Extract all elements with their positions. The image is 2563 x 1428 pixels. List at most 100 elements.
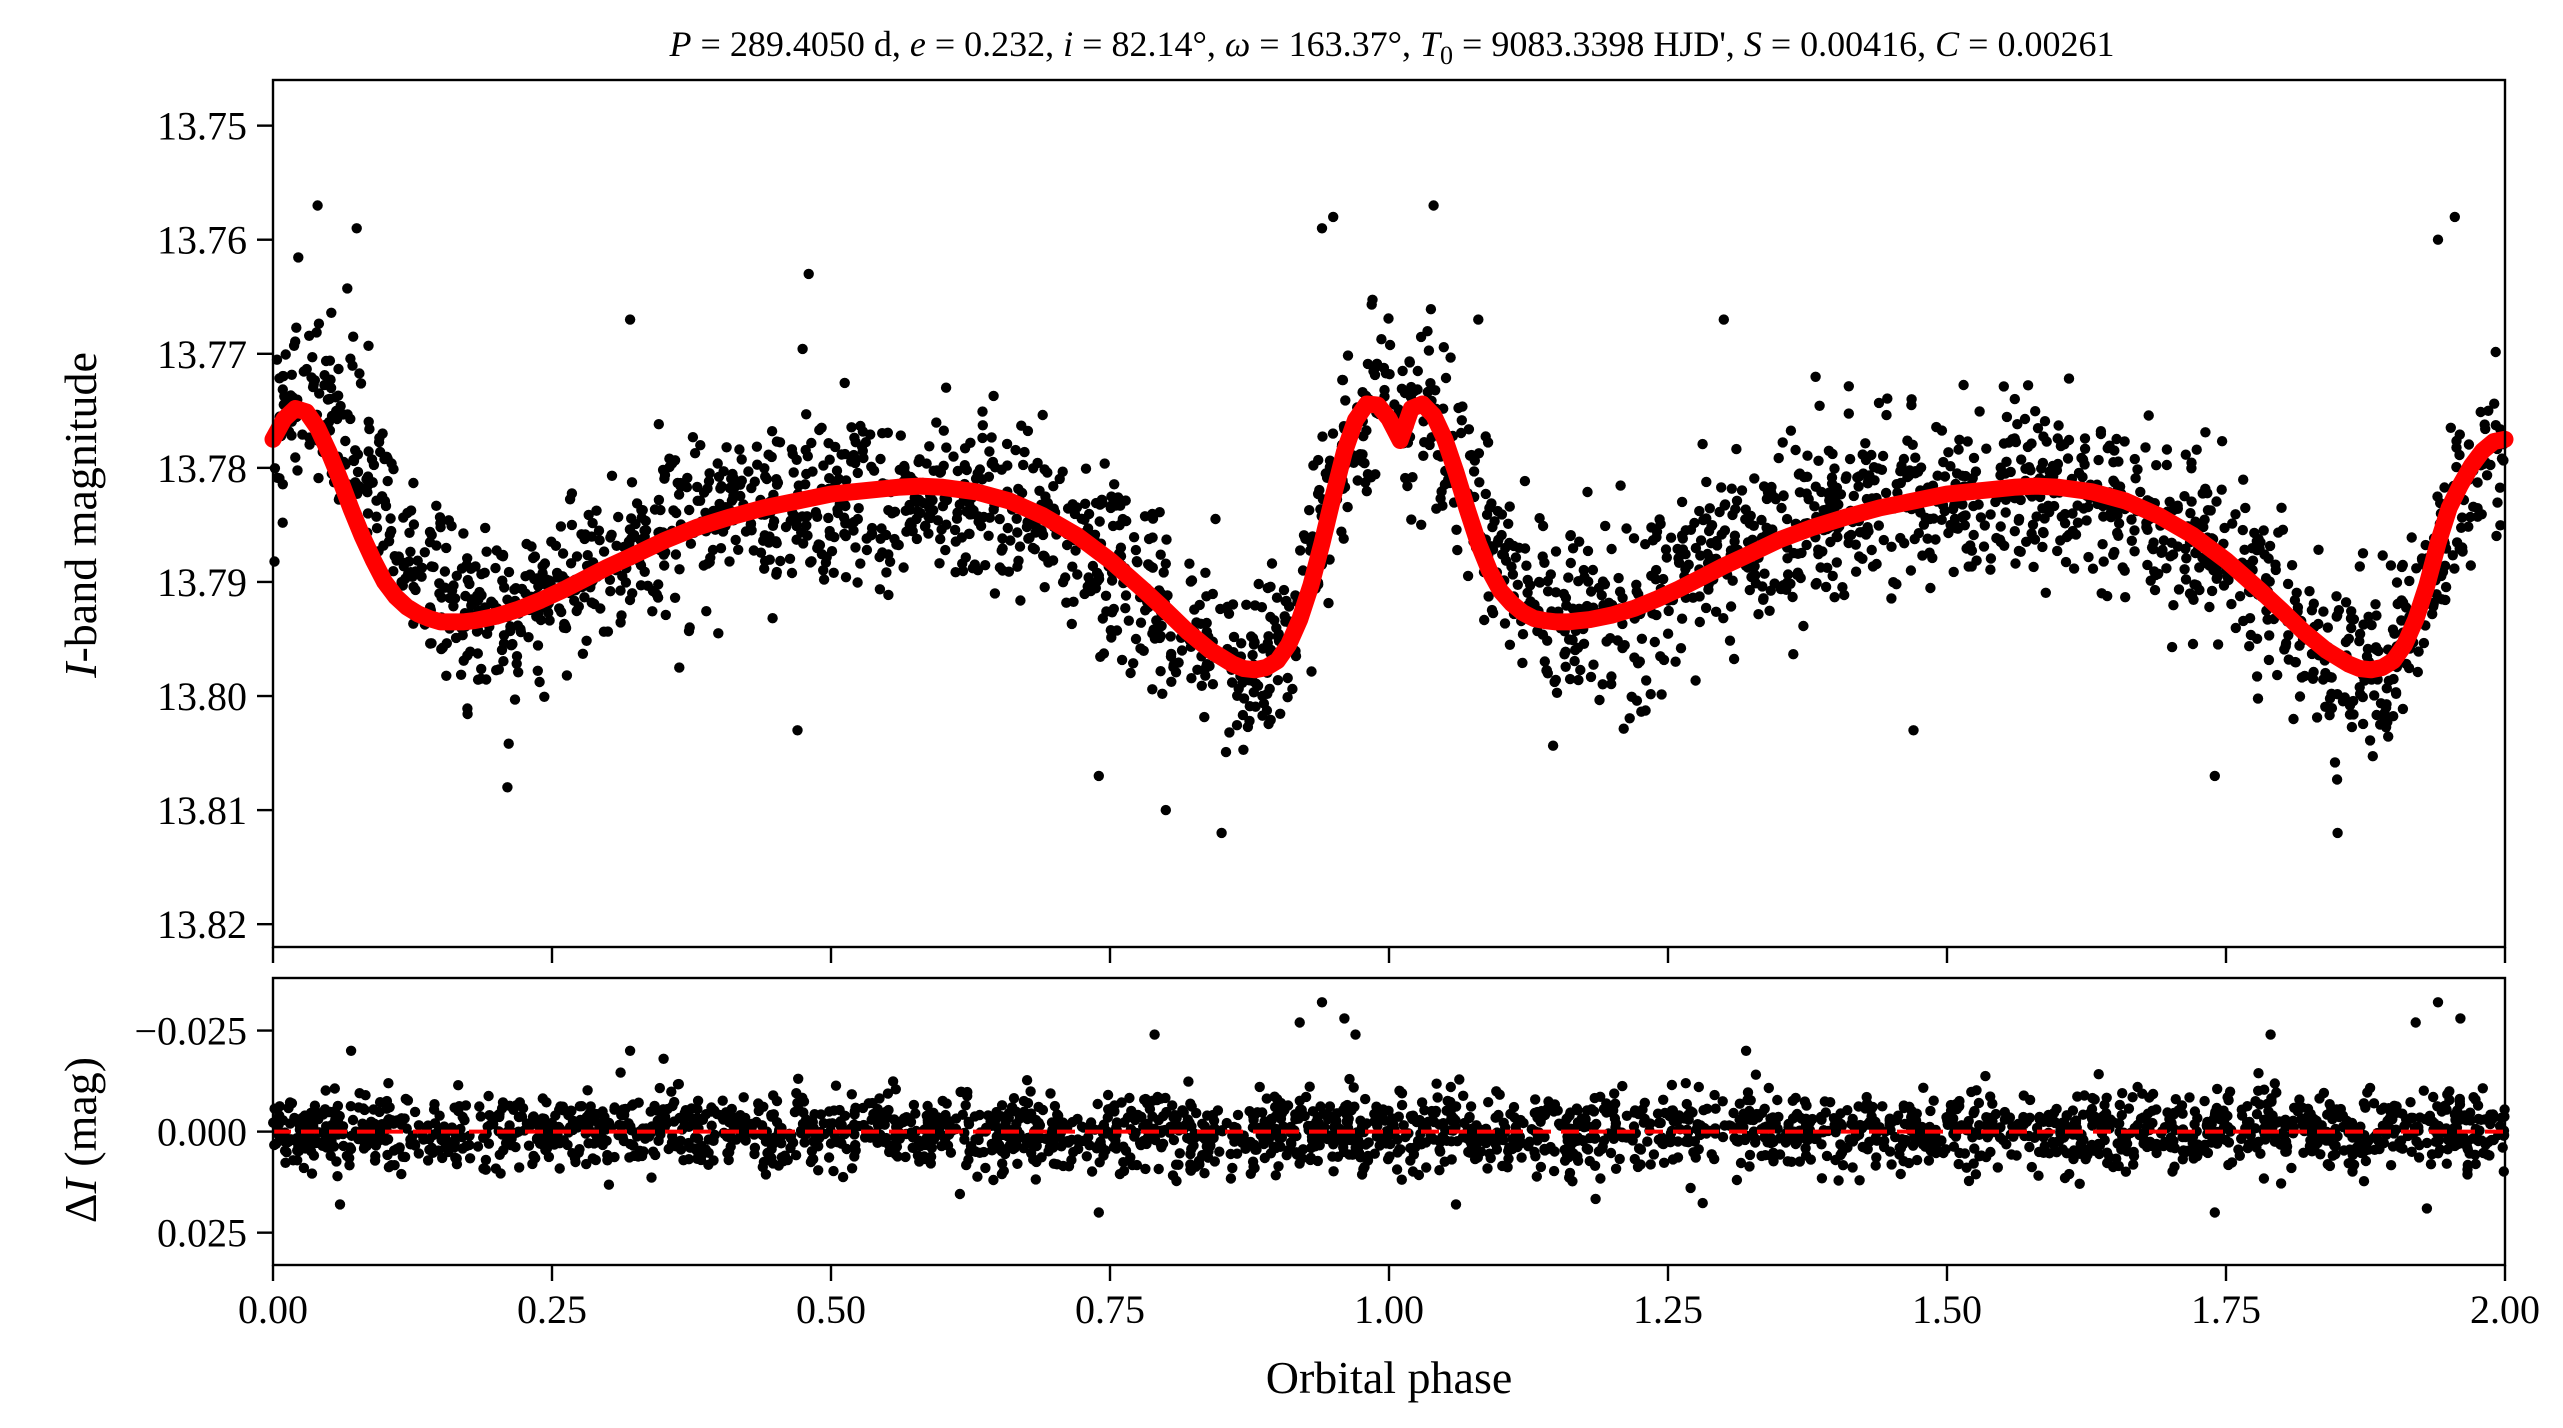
data-point xyxy=(910,495,921,506)
data-point xyxy=(490,562,501,574)
residual-point xyxy=(459,1115,470,1126)
data-point xyxy=(1600,520,1611,532)
data-point xyxy=(840,572,852,583)
residual-point xyxy=(2243,1139,2255,1150)
residual-point xyxy=(1201,1141,1213,1152)
data-point xyxy=(2111,433,2122,445)
data-point xyxy=(788,467,799,478)
residual-point xyxy=(1854,1175,1865,1186)
data-point xyxy=(290,452,301,463)
residual-point xyxy=(1614,1153,1625,1165)
data-point xyxy=(1186,673,1197,684)
data-point xyxy=(1817,546,1828,557)
residual-point xyxy=(1982,1132,1993,1143)
data-point xyxy=(683,625,695,637)
data-point xyxy=(1749,561,1760,572)
data-point xyxy=(1740,504,1751,515)
data-point xyxy=(511,651,523,662)
residual-point xyxy=(1197,1118,1208,1130)
data-point xyxy=(2418,637,2430,649)
residual-point xyxy=(753,1098,764,1109)
data-point xyxy=(1238,744,1249,755)
residual-point xyxy=(980,1162,991,1174)
data-point xyxy=(2344,700,2356,711)
outlier-point xyxy=(1473,314,1484,325)
data-point xyxy=(1925,582,1936,594)
data-point xyxy=(2389,628,2400,639)
residual-point xyxy=(853,1120,865,1132)
data-point xyxy=(1093,573,1105,585)
residual-point xyxy=(280,1157,291,1169)
data-point xyxy=(364,423,375,435)
data-point xyxy=(1694,505,1705,517)
data-point xyxy=(1185,576,1197,587)
data-point xyxy=(2132,464,2143,475)
data-point xyxy=(1457,401,1468,412)
data-point xyxy=(2211,496,2222,507)
data-point xyxy=(2346,721,2358,733)
data-point xyxy=(1098,648,1110,659)
residual-point xyxy=(603,1179,615,1190)
data-point xyxy=(1207,679,1219,690)
residual-point xyxy=(827,1118,838,1129)
residual-point xyxy=(1842,1142,1853,1153)
residual-point xyxy=(2087,1143,2099,1155)
data-point xyxy=(923,528,934,539)
data-point xyxy=(1614,586,1626,597)
data-point xyxy=(2296,672,2308,683)
residual-point xyxy=(2180,1131,2191,1143)
data-point xyxy=(377,428,388,439)
data-point xyxy=(434,588,445,599)
data-point xyxy=(1881,409,1892,421)
data-point xyxy=(1497,549,1508,560)
data-point xyxy=(1922,533,1933,544)
data-point xyxy=(1412,365,1424,377)
residual-point xyxy=(2112,1118,2123,1129)
data-point xyxy=(1412,384,1423,395)
title-t: T xyxy=(1420,24,1443,64)
data-point xyxy=(1023,533,1034,544)
residual-point xyxy=(2497,1142,2508,1153)
data-point xyxy=(1018,459,1029,471)
data-point xyxy=(2206,585,2218,597)
data-point xyxy=(2413,646,2424,657)
data-point xyxy=(1060,572,1071,583)
data-point xyxy=(1785,425,1797,436)
data-point xyxy=(771,566,782,578)
data-point xyxy=(766,426,778,437)
data-point xyxy=(1158,567,1169,578)
data-point xyxy=(307,352,318,363)
data-point xyxy=(491,545,502,556)
residual-point xyxy=(825,1138,837,1149)
data-point xyxy=(2401,658,2412,670)
data-point xyxy=(1573,674,1584,686)
data-point xyxy=(1854,527,1866,538)
data-point xyxy=(2102,590,2113,602)
residual-point xyxy=(1760,1150,1771,1161)
data-point xyxy=(1995,521,2006,532)
residual-point xyxy=(409,1140,421,1151)
data-point xyxy=(1422,386,1434,398)
residual-point xyxy=(1628,1121,1640,1132)
data-point xyxy=(587,517,598,529)
data-point xyxy=(1135,617,1147,628)
data-point xyxy=(2465,511,2476,523)
data-point xyxy=(2081,515,2092,526)
data-point xyxy=(371,511,382,522)
residual-point xyxy=(887,1076,899,1087)
data-point xyxy=(1810,371,1821,382)
residual-point xyxy=(1199,1168,1210,1179)
data-point xyxy=(441,638,452,649)
residual-point xyxy=(2026,1161,2038,1173)
residual-point xyxy=(1542,1103,1554,1114)
residual-point xyxy=(2464,1148,2475,1159)
residual-point xyxy=(2233,1144,2244,1155)
data-point xyxy=(307,381,319,393)
data-point xyxy=(1242,721,1254,733)
data-point xyxy=(846,456,857,467)
data-point xyxy=(1368,366,1379,377)
residual-point xyxy=(2413,1152,2425,1163)
data-point xyxy=(2037,541,2048,553)
data-point xyxy=(653,494,665,506)
data-point xyxy=(491,665,502,676)
